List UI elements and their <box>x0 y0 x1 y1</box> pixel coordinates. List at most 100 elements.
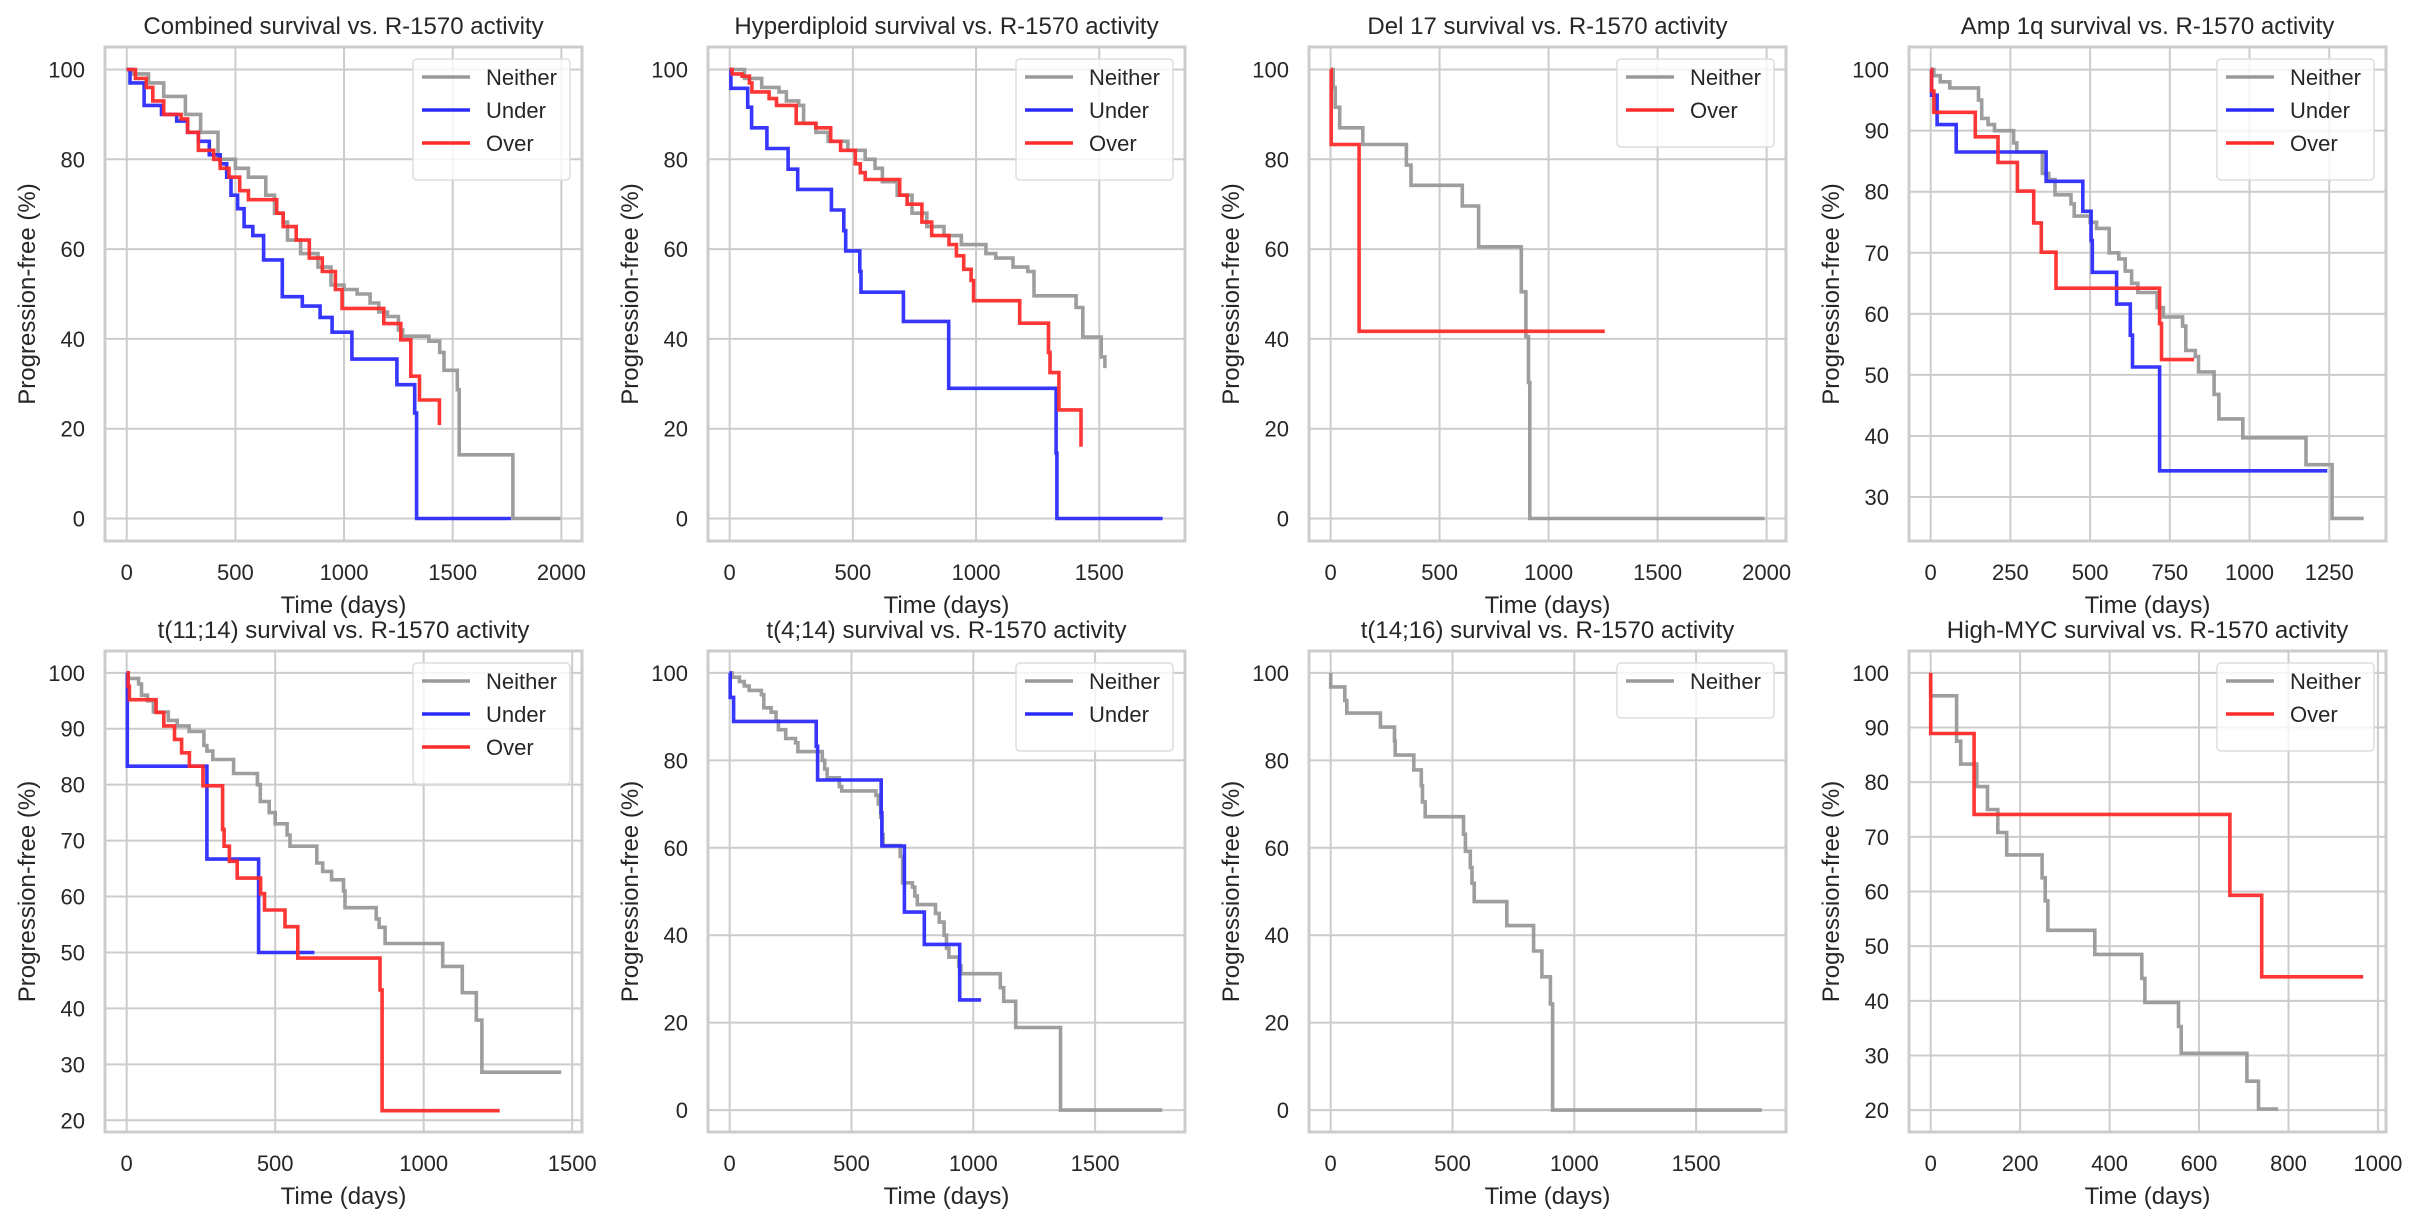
y-axis-label: Progression-free (%) <box>14 781 41 1002</box>
x-tick-label: 1000 <box>320 560 369 585</box>
y-tick-label: 100 <box>1252 661 1289 686</box>
series-line-over <box>126 67 442 426</box>
y-tick-label: 80 <box>1865 180 1889 205</box>
legend-box <box>1015 662 1174 752</box>
x-axis-label: Time (days) <box>884 592 1010 619</box>
y-tick-label: 20 <box>61 1108 85 1133</box>
series-line-over <box>1928 672 2364 979</box>
y-tick-label: 50 <box>61 940 85 965</box>
legend-label: Over <box>2290 702 2338 727</box>
y-tick-label: 80 <box>664 748 688 773</box>
y-tick-label: 80 <box>1865 770 1889 795</box>
y-tick-label: 80 <box>1265 147 1289 172</box>
x-tick-label: 1000 <box>949 1151 998 1176</box>
y-tick-label: 100 <box>48 661 85 686</box>
axes-frame <box>706 45 1187 543</box>
chart-title: Del 17 survival vs. R-1570 activity <box>1367 13 1727 40</box>
y-tick-label: 0 <box>1277 507 1289 532</box>
x-tick-label: 1000 <box>952 560 1001 585</box>
legend-label: Under <box>486 702 546 727</box>
legend-box <box>412 58 571 181</box>
y-tick-label: 40 <box>1865 989 1889 1014</box>
y-tick-label: 60 <box>61 885 85 910</box>
legend-box <box>2216 662 2375 752</box>
legend-label: Under <box>1089 702 1149 727</box>
legend-label: Under <box>2290 98 2350 123</box>
series-line-neither <box>1330 67 1765 521</box>
legend-label: Under <box>486 98 546 123</box>
y-tick-label: 60 <box>1265 237 1289 262</box>
y-tick-label: 20 <box>1265 1011 1289 1036</box>
series-line-under <box>125 671 315 955</box>
x-tick-label: 1500 <box>548 1151 597 1176</box>
chart-title: t(11;14) survival vs. R-1570 activity <box>158 617 530 644</box>
x-tick-label: 1500 <box>428 560 477 585</box>
series-line-neither <box>1930 67 2364 521</box>
legend-box <box>1616 58 1775 148</box>
series-line-under <box>729 67 1163 521</box>
legend-label: Neither <box>486 65 557 90</box>
y-axis-label: Progression-free (%) <box>617 781 644 1002</box>
axes-frame <box>103 649 584 1134</box>
x-tick-label: 0 <box>121 1151 133 1176</box>
chart-title: t(14;16) survival vs. R-1570 activity <box>1361 617 1734 644</box>
y-tick-label: 80 <box>61 147 85 172</box>
y-tick-label: 0 <box>1277 1098 1289 1123</box>
x-tick-label: 2000 <box>1742 560 1791 585</box>
series-line-neither <box>1928 672 2279 1111</box>
series-line-under <box>1929 67 2328 473</box>
y-tick-label: 100 <box>1852 661 1889 686</box>
axes-frame <box>1907 45 2388 543</box>
y-tick-label: 20 <box>664 1011 688 1036</box>
series-line-under <box>126 67 511 521</box>
x-tick-label: 500 <box>217 560 254 585</box>
y-tick-label: 40 <box>664 327 688 352</box>
series-line-neither <box>1328 672 1762 1112</box>
x-tick-label: 1000 <box>1524 560 1573 585</box>
y-axis-label: Progression-free (%) <box>1218 183 1245 404</box>
y-tick-label: 70 <box>1865 825 1889 850</box>
axes-frame <box>1307 45 1788 543</box>
y-axis-label: Progression-free (%) <box>617 183 644 404</box>
y-tick-label: 80 <box>61 773 85 798</box>
legend-label: Over <box>1089 131 1137 156</box>
plot-area <box>1309 651 1786 1132</box>
chart-title: t(4;14) survival vs. R-1570 activity <box>766 617 1126 644</box>
chart-title: Hyperdiploid survival vs. R-1570 activit… <box>734 13 1158 40</box>
x-tick-label: 200 <box>2002 1151 2039 1176</box>
y-tick-label: 30 <box>61 1052 85 1077</box>
y-tick-label: 40 <box>1265 327 1289 352</box>
legend-label: Neither <box>1690 669 1761 694</box>
y-tick-label: 40 <box>1265 923 1289 948</box>
chart-title: Amp 1q survival vs. R-1570 activity <box>1961 13 2334 40</box>
y-tick-label: 20 <box>664 417 688 442</box>
x-tick-label: 1500 <box>1633 560 1682 585</box>
y-tick-label: 0 <box>73 507 85 532</box>
legend-box <box>1015 58 1174 181</box>
y-tick-label: 100 <box>651 57 688 82</box>
x-tick-label: 0 <box>1925 560 1937 585</box>
y-tick-label: 0 <box>676 507 688 532</box>
x-axis-label: Time (days) <box>281 1183 407 1210</box>
y-tick-label: 100 <box>1252 57 1289 82</box>
y-tick-label: 90 <box>61 717 85 742</box>
series-line-over <box>1929 67 2195 362</box>
x-tick-label: 250 <box>1992 560 2029 585</box>
y-tick-label: 40 <box>61 327 85 352</box>
x-tick-label: 500 <box>833 1151 870 1176</box>
y-axis-label: Progression-free (%) <box>1818 781 1845 1002</box>
series-line-neither <box>126 67 561 521</box>
y-tick-label: 50 <box>1865 934 1889 959</box>
x-tick-label: 400 <box>2091 1151 2128 1176</box>
y-tick-label: 60 <box>664 836 688 861</box>
axes-frame <box>1907 649 2388 1134</box>
series-line-over <box>126 671 500 1113</box>
x-tick-label: 500 <box>1434 1151 1471 1176</box>
legend-box <box>2216 58 2375 181</box>
y-tick-label: 60 <box>1865 302 1889 327</box>
legend-label: Over <box>486 735 534 760</box>
y-tick-label: 20 <box>1265 417 1289 442</box>
x-tick-label: 1000 <box>1550 1151 1599 1176</box>
panel-3: 0 500 1000 1500 2000 0 20 40 60 80 100 Neither Over D… <box>1218 13 1791 619</box>
